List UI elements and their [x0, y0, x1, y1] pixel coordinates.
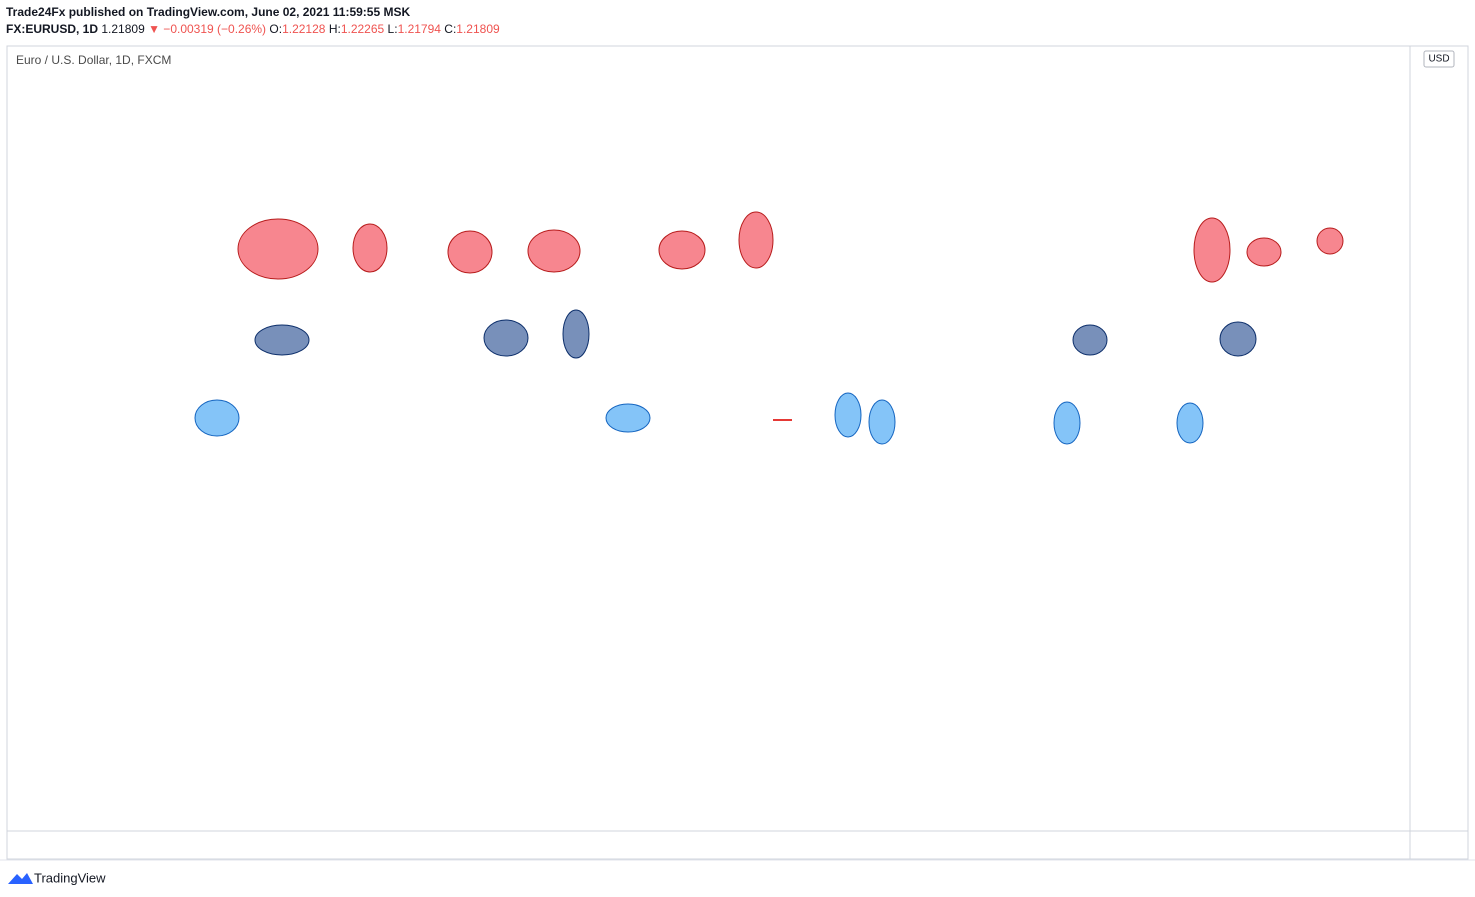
ohlc-value: 1.22128 — [282, 22, 326, 36]
resistance-ellipse — [1316, 227, 1344, 255]
logo — [8, 873, 33, 884]
level-ellipse — [194, 399, 240, 437]
resistance-ellipse — [237, 218, 319, 280]
support-ellipse — [562, 309, 590, 359]
symbol-line: FX:EURUSD, 1D 1.21809 ▼ −0.00319 (−0.26%… — [6, 22, 500, 36]
resistance-ellipse — [1246, 237, 1282, 267]
change: ▼ −0.00319 (−0.26%) — [148, 22, 267, 36]
support-ellipse — [254, 324, 310, 356]
ohlc-label: H: — [328, 22, 341, 36]
level-ellipse — [834, 392, 862, 438]
currency: USD — [1428, 54, 1449, 65]
resistance-ellipse — [658, 230, 706, 270]
brand: TradingView — [34, 870, 106, 885]
annotations — [194, 211, 1344, 445]
publisher-line: Trade24Fx published on TradingView.com, … — [6, 5, 410, 19]
ohlc-label: C: — [444, 22, 457, 36]
currency-button[interactable] — [1423, 50, 1455, 68]
resistance-ellipse — [738, 211, 774, 269]
support-ellipse — [1072, 324, 1108, 356]
symbol: FX:EURUSD, 1D — [6, 22, 99, 36]
ohlc: O:1.22128 H:1.22265 L:1.21794 C:1.21809 — [269, 22, 499, 36]
support-ellipse — [1219, 321, 1257, 357]
ohlc-value: 1.21809 — [456, 22, 500, 36]
level-ellipse — [605, 403, 651, 433]
ohlc-label: O: — [269, 22, 283, 36]
ohlc-label: L: — [387, 22, 398, 36]
support-ellipse — [483, 319, 529, 357]
resistance-ellipse — [1193, 217, 1231, 283]
resistance-ellipse — [352, 223, 388, 273]
level-ellipse — [1176, 402, 1204, 444]
resistance-ellipse — [527, 229, 581, 273]
price: 1.21809 — [101, 22, 145, 36]
level-ellipse — [1053, 401, 1081, 445]
ohlc-value: 1.21794 — [397, 22, 441, 36]
publisher: Trade24Fx published on TradingView.com, … — [6, 5, 411, 19]
chart-title: Euro / U.S. Dollar, 1D, FXCM — [16, 53, 171, 67]
frame — [6, 45, 1469, 860]
resistance-ellipse — [447, 230, 493, 274]
level-ellipse — [868, 399, 896, 445]
ohlc-value: 1.22265 — [340, 22, 385, 36]
